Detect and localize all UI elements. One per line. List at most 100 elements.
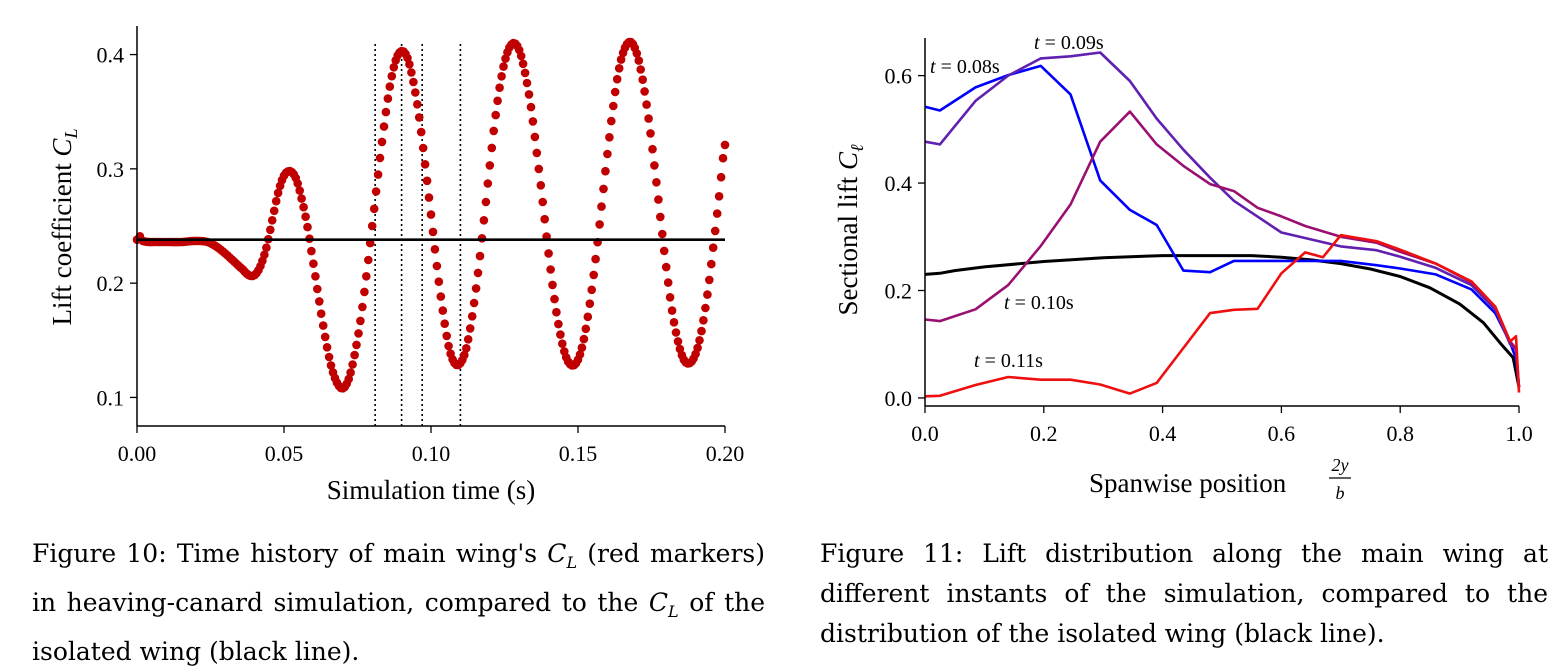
cl-marker-266 bbox=[665, 293, 675, 302]
f11-axes: 0.0 0.2 0.4 0.6 0.8 1.0 0.0 0.2 0.4 0.6 bbox=[885, 38, 1533, 446]
cl-marker-249 bbox=[632, 49, 642, 58]
cl-marker-206 bbox=[548, 280, 557, 290]
cl-marker-93 bbox=[326, 361, 336, 370]
cl-marker-178 bbox=[493, 96, 502, 106]
cl-marker-161 bbox=[460, 350, 469, 360]
cl-marker-83 bbox=[307, 246, 316, 256]
cl-marker-201 bbox=[538, 197, 547, 207]
cl-marker-261 bbox=[656, 212, 665, 222]
cl-marker-222 bbox=[579, 334, 589, 344]
cl-marker-106 bbox=[352, 340, 361, 350]
cl-marker-79 bbox=[299, 202, 308, 212]
cl-marker-285 bbox=[703, 290, 712, 299]
cl-marker-80 bbox=[301, 212, 310, 221]
cl-marker-257 bbox=[648, 144, 657, 154]
cl-marker-116 bbox=[371, 187, 381, 196]
cl-marker-202 bbox=[540, 214, 549, 224]
cl-marker-224 bbox=[583, 312, 593, 322]
cl-marker-119 bbox=[377, 137, 387, 147]
cl-marker-110 bbox=[360, 287, 369, 297]
cl-marker-250 bbox=[634, 56, 644, 65]
series-t011s bbox=[924, 233, 1521, 398]
cl-marker-140 bbox=[418, 143, 428, 153]
cl-marker-66 bbox=[273, 188, 283, 198]
cl-marker-232 bbox=[599, 184, 608, 194]
cl-marker-89 bbox=[318, 321, 328, 330]
fig10-caption-text: Figure 10: Time history of main wing's C… bbox=[32, 539, 766, 666]
cl-marker-237 bbox=[609, 101, 618, 111]
f10-xtick-label-1: 0.05 bbox=[265, 441, 304, 466]
f10-ytick-label-0: 0.1 bbox=[97, 385, 125, 410]
cl-marker-149 bbox=[436, 292, 446, 301]
cl-marker-204 bbox=[544, 249, 553, 258]
figure-11-caption: Figure 11: Lift distribution along the m… bbox=[820, 534, 1548, 654]
cl-marker-111 bbox=[362, 272, 371, 281]
cl-marker-192 bbox=[520, 68, 530, 78]
cl-marker-292 bbox=[716, 172, 726, 182]
f11-ytick-label-1: 0.2 bbox=[885, 278, 913, 303]
cl-marker-104 bbox=[348, 360, 357, 369]
annotation-t010: t = 0.10s bbox=[1004, 292, 1074, 314]
cl-marker-172 bbox=[481, 197, 491, 207]
cl-marker-195 bbox=[526, 102, 536, 112]
cl-marker-115 bbox=[369, 204, 379, 214]
cl-marker-62 bbox=[266, 225, 275, 235]
cl-marker-65 bbox=[271, 196, 281, 206]
f10-axes: 0.00 0.05 0.10 0.15 0.20 0.1 0.2 0.3 0.4 bbox=[97, 26, 744, 466]
cl-marker-235 bbox=[605, 133, 614, 142]
cl-marker-76 bbox=[293, 179, 303, 188]
cl-marker-240 bbox=[614, 64, 624, 73]
cl-marker-268 bbox=[669, 318, 679, 327]
cl-marker-181 bbox=[499, 62, 508, 71]
cl-marker-92 bbox=[324, 352, 334, 362]
cl-marker-290 bbox=[712, 209, 722, 218]
cl-marker-166 bbox=[469, 298, 479, 308]
svg-text:Lift coefficient CL: Lift coefficient CL bbox=[47, 129, 81, 326]
series-t008s bbox=[924, 64, 1521, 388]
f10-ylabel: Lift coefficient CL bbox=[47, 129, 81, 326]
svg-text:Spanwise position: Spanwise position bbox=[1089, 468, 1287, 498]
annotation-t009: t = 0.09s bbox=[1034, 32, 1104, 54]
cl-marker-255 bbox=[644, 114, 653, 123]
cl-marker-81 bbox=[303, 222, 312, 232]
cl-marker-85 bbox=[311, 272, 320, 281]
cl-marker-90 bbox=[320, 332, 330, 342]
svg-text:b: b bbox=[1336, 483, 1345, 503]
f10-xtick-label-0: 0.00 bbox=[118, 441, 157, 466]
cl-marker-122 bbox=[383, 94, 393, 103]
cl-marker-270 bbox=[673, 337, 683, 346]
cl-marker-133 bbox=[405, 60, 414, 69]
cl-marker-147 bbox=[432, 261, 442, 271]
cl-marker-294 bbox=[720, 140, 730, 150]
cl-marker-286 bbox=[705, 275, 714, 285]
cl-marker-124 bbox=[387, 71, 397, 81]
svg-text:Sectional lift Cℓ: Sectional lift Cℓ bbox=[833, 144, 867, 315]
cl-marker-254 bbox=[642, 100, 651, 109]
f11-xtick-label-0: 0.0 bbox=[911, 421, 939, 446]
cl-marker-190 bbox=[516, 51, 526, 61]
f10-xtick-label-3: 0.15 bbox=[559, 441, 598, 466]
cl-marker-125 bbox=[389, 63, 399, 72]
cl-marker-208 bbox=[552, 307, 561, 317]
cl-marker-221 bbox=[577, 343, 587, 353]
cl-marker-280 bbox=[693, 343, 702, 353]
cl-marker-176 bbox=[489, 126, 499, 136]
cl-marker-164 bbox=[465, 324, 475, 333]
f10-ytick-label-3: 0.4 bbox=[97, 43, 125, 68]
cl-marker-291 bbox=[714, 192, 724, 201]
cl-marker-196 bbox=[528, 117, 538, 126]
cl-marker-143 bbox=[424, 193, 434, 202]
cl-marker-171 bbox=[479, 216, 489, 225]
f11-xtick-label-5: 1.0 bbox=[1505, 421, 1533, 446]
cl-marker-136 bbox=[411, 88, 420, 97]
cl-marker-152 bbox=[442, 331, 452, 341]
cl-marker-165 bbox=[467, 312, 477, 321]
cl-marker-211 bbox=[558, 339, 567, 349]
cl-marker-59 bbox=[260, 250, 269, 260]
cl-marker-86 bbox=[313, 284, 322, 294]
cl-marker-225 bbox=[585, 299, 595, 309]
cl-marker-109 bbox=[358, 302, 367, 312]
cl-marker-137 bbox=[413, 100, 422, 109]
cl-marker-238 bbox=[610, 87, 620, 97]
cl-marker-145 bbox=[428, 227, 438, 237]
